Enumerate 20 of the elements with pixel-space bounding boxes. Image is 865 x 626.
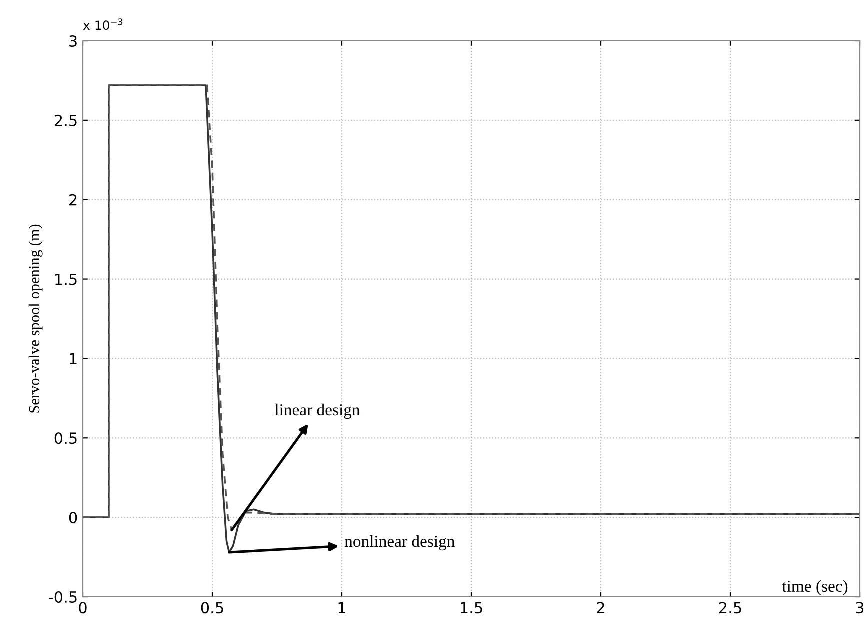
- y-tick-label: 1.5: [56, 274, 77, 286]
- annotation: linear design: [274, 404, 360, 420]
- text: x 10$^{−3}$: [83, 18, 123, 30]
- annotation: nonlinear design: [344, 535, 455, 551]
- x-tick-label: 2.5: [719, 602, 742, 614]
- x-tick-label: 0.5: [201, 602, 224, 614]
- y-tick-label: 3: [70, 35, 77, 48]
- y-tick-label: -0.5: [49, 591, 77, 604]
- y-tick-label: 2.5: [54, 114, 77, 126]
- x-tick-label: 3: [856, 602, 864, 614]
- y-tick-label: 0: [69, 512, 78, 524]
- y-axis-title: Servo-valve spool opening (m): [28, 224, 43, 413]
- y-tick-label: 1: [70, 353, 77, 365]
- x-tick-label: 1: [338, 602, 346, 614]
- x-axis-title: time (sec): [782, 580, 848, 596]
- x-tick-label: 1.5: [461, 602, 482, 614]
- y-tick-label: 2: [70, 194, 77, 206]
- y-tick-label: 0.5: [54, 432, 77, 444]
- x-tick-label: 0: [79, 602, 87, 614]
- x-tick-label: 2: [597, 602, 604, 614]
